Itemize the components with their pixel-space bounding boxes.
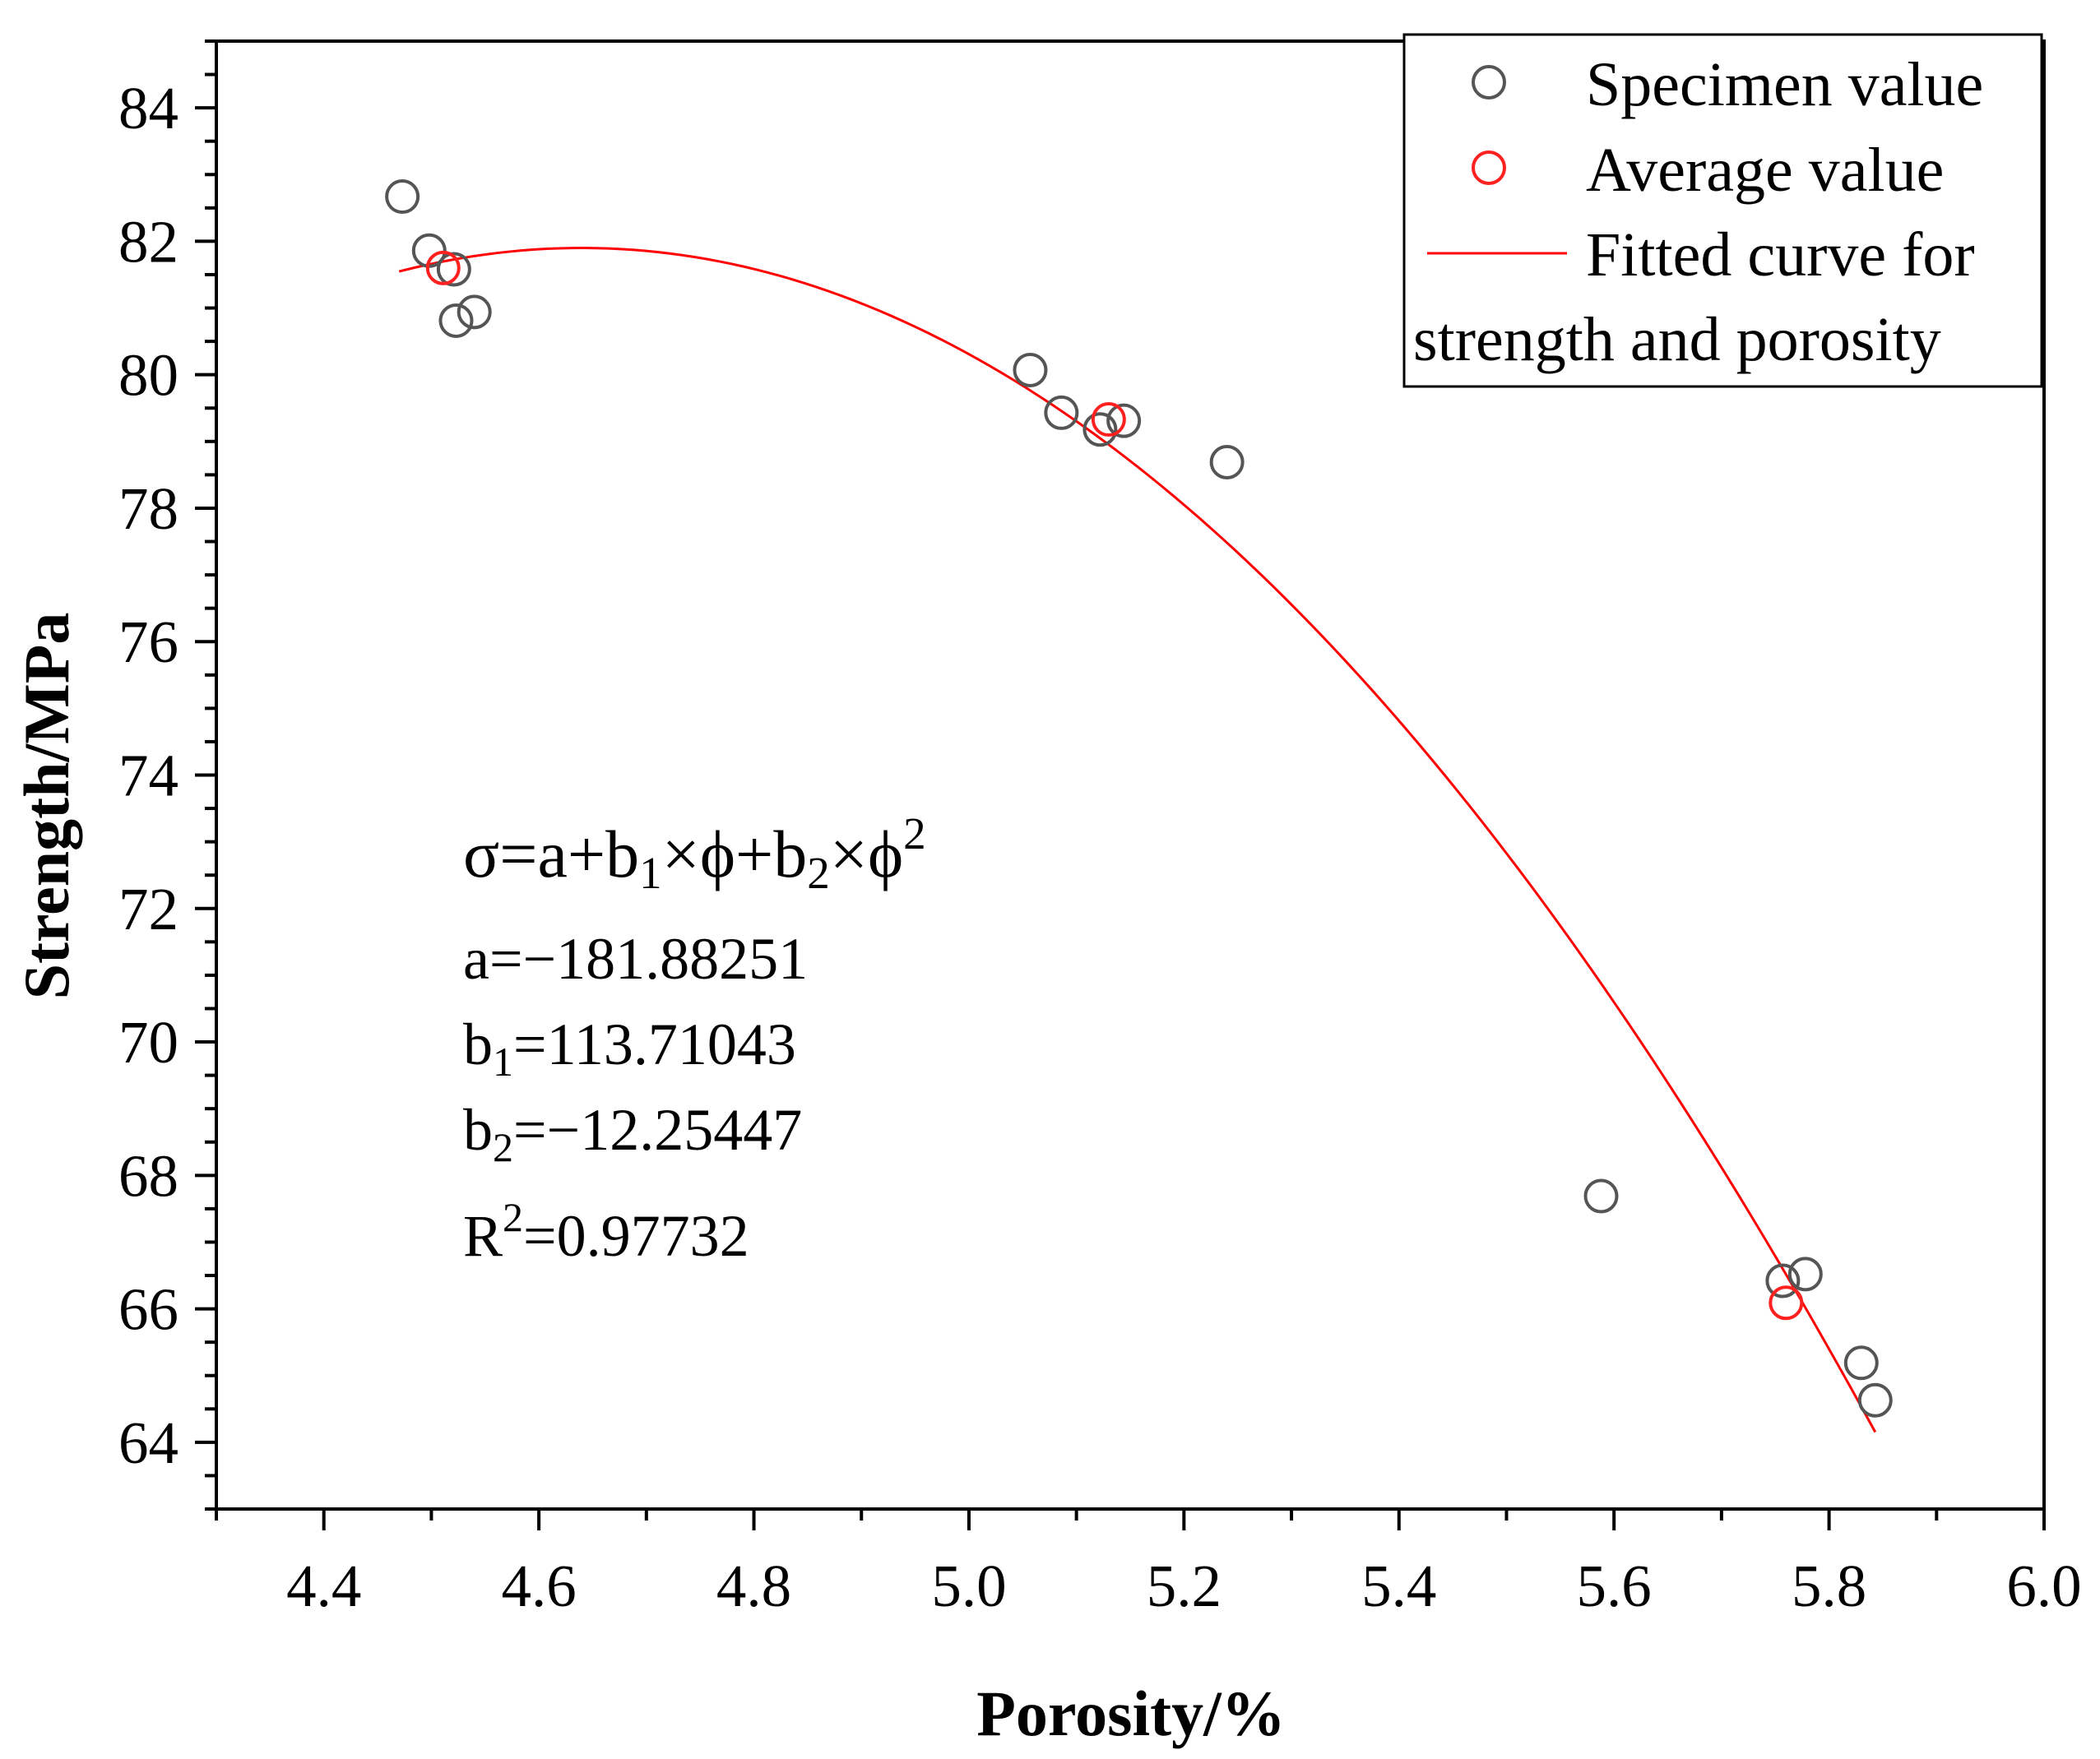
legend-specimen-label: Specimen value — [1586, 50, 1983, 119]
fit-coef-a: a=−181.88251 — [463, 926, 808, 992]
y-tick-label: 80 — [118, 342, 178, 409]
x-tick-label: 4.8 — [716, 1553, 791, 1619]
axis-ticks: 4.4 4.6 4.8 5.0 5.2 5.4 5.6 5.8 6.0 64 66 68 70 72 74 7… — [118, 39, 2082, 1619]
specimen-point — [1044, 395, 1079, 430]
fit-coef-b2: b2=−12.25447 — [463, 1097, 802, 1170]
specimen-point — [1082, 412, 1118, 447]
y-tick-label: 68 — [118, 1142, 178, 1209]
legend-fit-label-line1: Fitted curve for — [1586, 220, 1975, 289]
legend-box — [1402, 33, 2043, 388]
specimen-point — [1857, 1382, 1893, 1418]
y-tick-label: 72 — [118, 876, 178, 942]
specimen-point — [1209, 444, 1245, 479]
specimen-point — [385, 179, 420, 215]
average-point — [1769, 1285, 1804, 1321]
legend-average-label: Average value — [1586, 136, 1944, 205]
legend: Specimen value Average value Fitted curv… — [1402, 33, 2043, 388]
x-tick-label: 5.8 — [1792, 1553, 1866, 1619]
specimen-point — [1765, 1263, 1801, 1298]
fit-equation: σ=a+b1×ϕ+b2×ϕ2 — [463, 808, 926, 898]
specimen-point — [1583, 1178, 1619, 1214]
fit-curve — [398, 247, 1877, 1433]
specimen-point — [1843, 1345, 1879, 1381]
x-tick-label: 4.4 — [286, 1553, 361, 1619]
fit-r-squared: R2=0.97732 — [463, 1194, 749, 1269]
y-tick-label: 78 — [118, 475, 178, 542]
legend-average-marker — [1472, 150, 1506, 185]
legend-fit-label-line2: strength and porosity — [1413, 305, 1941, 374]
points-layer — [385, 179, 1893, 1418]
y-axis-title: Strength/MPa — [11, 613, 82, 1000]
legend-specimen-marker — [1472, 65, 1506, 100]
x-tick-label: 4.6 — [501, 1553, 576, 1619]
specimen-point — [436, 252, 471, 287]
x-tick-label: 6.0 — [2006, 1553, 2081, 1619]
y-tick-label: 66 — [118, 1276, 178, 1343]
x-tick-label: 5.6 — [1577, 1553, 1652, 1619]
x-axis-title: Porosity/% — [976, 1678, 1286, 1749]
average-point — [425, 250, 461, 285]
y-tick-label: 76 — [118, 609, 178, 675]
specimen-point — [457, 294, 492, 330]
fit-coef-b1: b1=113.71043 — [463, 1011, 796, 1085]
x-tick-label: 5.0 — [931, 1553, 1006, 1619]
y-tick-label: 70 — [118, 1009, 178, 1076]
y-tick-label: 74 — [118, 743, 178, 809]
specimen-point — [1106, 403, 1142, 438]
y-tick-label: 64 — [118, 1410, 178, 1476]
fit-annotation: σ=a+b1×ϕ+b2×ϕ2 a=−181.88251 b1=113.71043… — [463, 808, 926, 1269]
average-point — [1091, 402, 1126, 437]
specimen-point — [1787, 1257, 1823, 1292]
specimen-point — [1013, 353, 1048, 388]
specimen-point — [438, 303, 474, 338]
y-tick-label: 84 — [118, 75, 178, 141]
fit-layer — [398, 247, 1877, 1433]
x-tick-label: 5.2 — [1147, 1553, 1222, 1619]
y-tick-label: 82 — [118, 208, 178, 275]
x-tick-label: 5.4 — [1361, 1553, 1436, 1619]
